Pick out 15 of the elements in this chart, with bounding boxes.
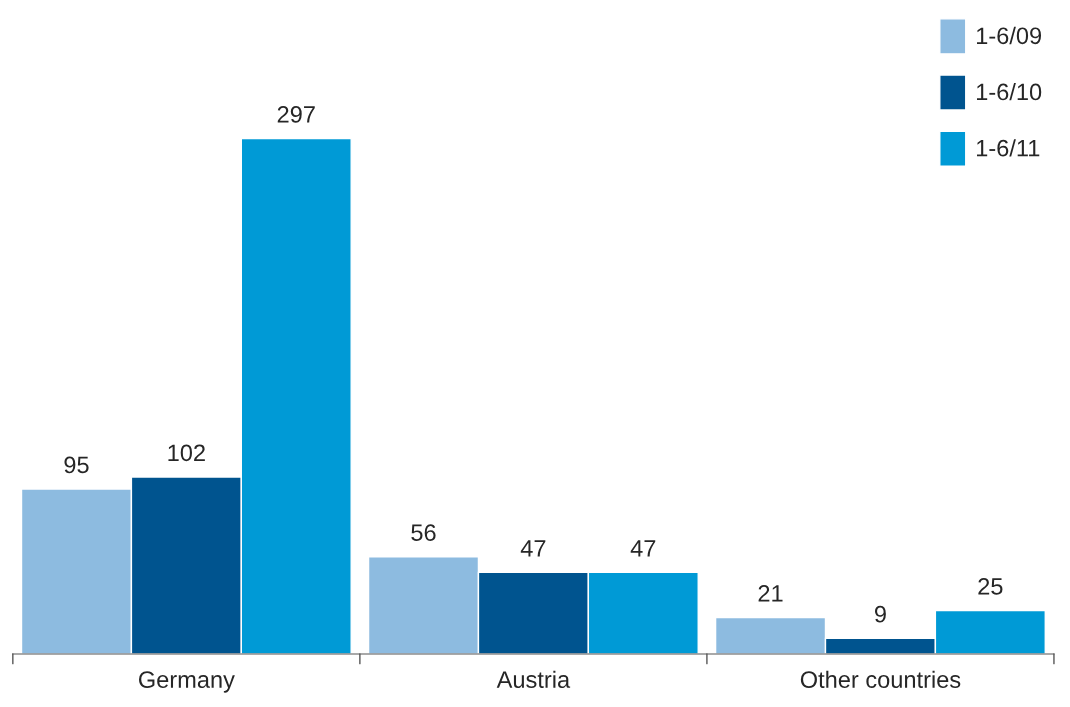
data-label: 47 xyxy=(630,540,656,557)
data-label: 297 xyxy=(277,106,315,123)
data-label: 25 xyxy=(978,578,1003,595)
legend-label: 1-6/09 xyxy=(977,26,1042,45)
data-label: 56 xyxy=(411,524,436,542)
legend-label: 1-6/10 xyxy=(977,82,1042,101)
x-tick-label: Austria xyxy=(496,670,571,688)
x-tick-label: Other countries xyxy=(800,670,961,688)
data-label: 21 xyxy=(758,585,783,602)
legend-label: 1-6/11 xyxy=(977,139,1040,157)
data-label: 102 xyxy=(168,444,205,462)
data-label: 47 xyxy=(520,540,546,557)
data-label: 95 xyxy=(64,456,89,474)
data-label: 9 xyxy=(874,605,886,623)
x-tick-label: Germany xyxy=(139,671,235,693)
